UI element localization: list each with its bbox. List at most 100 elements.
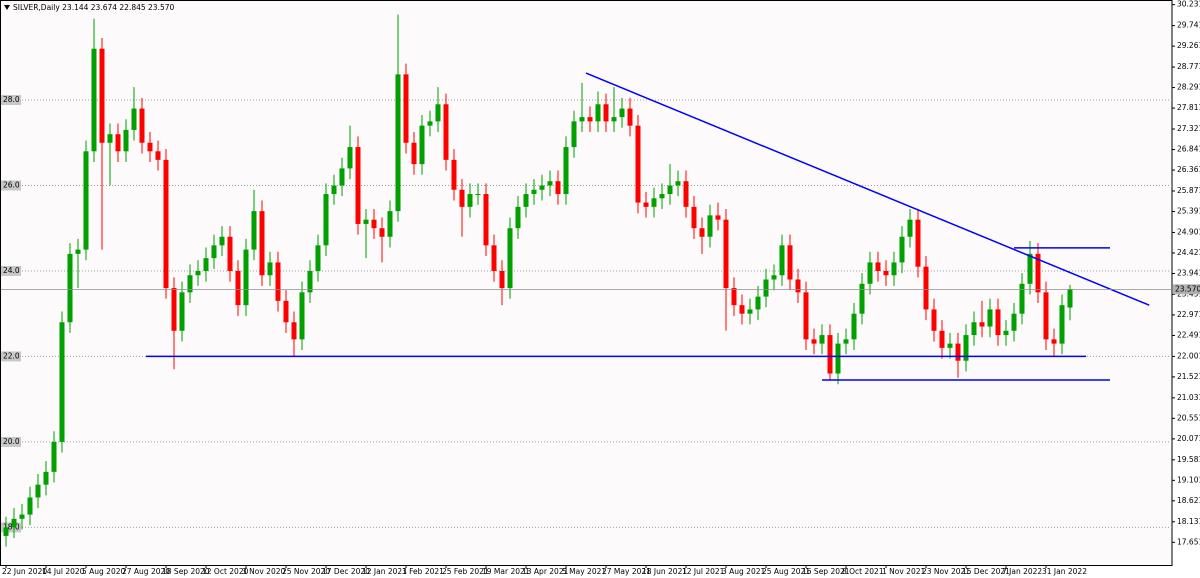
candle-body bbox=[83, 151, 89, 250]
x-tick-label: 18 Sep 2020 bbox=[162, 567, 210, 576]
y-tick-label: 26.841 bbox=[1177, 145, 1200, 154]
x-tick-label: 14 Jul 2020 bbox=[42, 567, 85, 576]
candle-body bbox=[11, 518, 17, 528]
candle-body bbox=[1051, 339, 1057, 344]
grid-label-box bbox=[1, 351, 21, 362]
grid-label-box bbox=[1, 436, 21, 447]
y-tick-label: 17.651 bbox=[1177, 537, 1200, 546]
candle-body bbox=[987, 309, 993, 327]
candle-body bbox=[411, 142, 417, 165]
x-tick-label: 1 Nov 2021 bbox=[882, 567, 925, 576]
candle-body bbox=[787, 245, 793, 280]
candle-body bbox=[99, 48, 105, 143]
candle-body bbox=[723, 219, 729, 289]
candle-body bbox=[251, 211, 257, 250]
grid-label: 26.0 bbox=[3, 180, 20, 189]
candle-body bbox=[283, 300, 289, 323]
y-tick-label: 20.551 bbox=[1177, 413, 1200, 422]
candle-body bbox=[371, 219, 377, 229]
candle-body bbox=[475, 194, 481, 196]
candle-body bbox=[755, 296, 761, 310]
candle-body bbox=[51, 441, 57, 472]
candle-body bbox=[731, 288, 737, 306]
x-tick-label: 25 Feb 2021 bbox=[442, 567, 489, 576]
x-tick-label: 18 Jun 2021 bbox=[642, 567, 687, 576]
candle-body bbox=[707, 215, 713, 237]
candle-body bbox=[427, 121, 433, 126]
candle-body bbox=[219, 236, 225, 246]
candle-body bbox=[243, 249, 249, 306]
candle-body bbox=[843, 339, 849, 344]
candle-body bbox=[667, 185, 673, 195]
candle-body bbox=[267, 262, 273, 276]
candle-body bbox=[107, 134, 113, 143]
candle-body bbox=[587, 117, 593, 122]
candle-body bbox=[403, 74, 409, 143]
candle-body bbox=[379, 228, 385, 237]
grid-label: 18.0 bbox=[3, 522, 20, 531]
candle-body bbox=[643, 202, 649, 207]
candle-body bbox=[907, 219, 913, 237]
candle-body bbox=[123, 129, 129, 152]
candle-body bbox=[235, 270, 241, 306]
x-tick-label: 23 Nov 2021 bbox=[922, 567, 970, 576]
candle-body bbox=[571, 121, 577, 148]
grid-label-box bbox=[1, 522, 21, 533]
x-tick-label: 16 Sep 2021 bbox=[802, 567, 850, 576]
y-tick-label: 19.581 bbox=[1177, 455, 1200, 464]
candle-body bbox=[771, 275, 777, 280]
candle-body bbox=[595, 104, 601, 122]
candle-body bbox=[307, 270, 313, 293]
y-tick-label: 23.941 bbox=[1177, 268, 1200, 277]
candle-body bbox=[91, 48, 97, 152]
candle-body bbox=[43, 471, 49, 485]
candle-body bbox=[963, 335, 969, 361]
x-tick-label: 5 May 2021 bbox=[562, 567, 606, 576]
candle-body bbox=[387, 211, 393, 237]
candle-body bbox=[795, 279, 801, 293]
candle-body bbox=[875, 262, 881, 271]
y-tick-label: 26.361 bbox=[1177, 165, 1200, 174]
candle-body bbox=[683, 181, 689, 207]
candle-body bbox=[971, 322, 977, 336]
y-tick-label: 27.811 bbox=[1177, 103, 1200, 112]
candle-body bbox=[187, 275, 193, 293]
y-tick-label: 24.421 bbox=[1177, 248, 1200, 257]
candle-body bbox=[299, 292, 305, 340]
candle-body bbox=[931, 309, 937, 331]
candle-body bbox=[443, 104, 449, 160]
candle-body bbox=[867, 262, 873, 284]
candle-body bbox=[67, 253, 73, 323]
candle-body bbox=[811, 339, 817, 344]
x-tick-label: 3 Aug 2021 bbox=[722, 567, 765, 576]
candle-body bbox=[491, 245, 497, 271]
y-tick-label: 29.261 bbox=[1177, 41, 1200, 50]
candle-body bbox=[227, 236, 233, 271]
x-tick-label: 17 Dec 2020 bbox=[322, 567, 370, 576]
candle-body bbox=[915, 219, 921, 267]
chart-title: SILVER,Daily 23.144 23.674 22.845 23.570 bbox=[13, 3, 175, 12]
grid-label-box bbox=[1, 180, 21, 191]
candle-body bbox=[523, 194, 529, 207]
y-tick-label: 20.071 bbox=[1177, 434, 1200, 443]
candle-body bbox=[75, 249, 81, 254]
x-tick-label: 22 Jun 2020 bbox=[2, 567, 47, 576]
grid-label: 20.0 bbox=[3, 437, 20, 446]
candle-body bbox=[435, 104, 441, 122]
candle-body bbox=[339, 168, 345, 186]
grid-label-box bbox=[1, 95, 21, 106]
menu-icon[interactable] bbox=[4, 5, 10, 10]
candle-body bbox=[147, 142, 153, 152]
y-tick-label: 24.901 bbox=[1177, 227, 1200, 236]
candle-body bbox=[355, 147, 361, 224]
y-tick-label: 25.391 bbox=[1177, 207, 1200, 216]
candle-body bbox=[1043, 292, 1049, 340]
y-tick-label: 27.321 bbox=[1177, 124, 1200, 133]
y-tick-label: 22.001 bbox=[1177, 351, 1200, 360]
candle-body bbox=[347, 147, 353, 169]
candle-body bbox=[515, 206, 521, 229]
y-tick-label: 28.771 bbox=[1177, 62, 1200, 71]
candle-body bbox=[155, 151, 161, 160]
candle-body bbox=[979, 322, 985, 327]
